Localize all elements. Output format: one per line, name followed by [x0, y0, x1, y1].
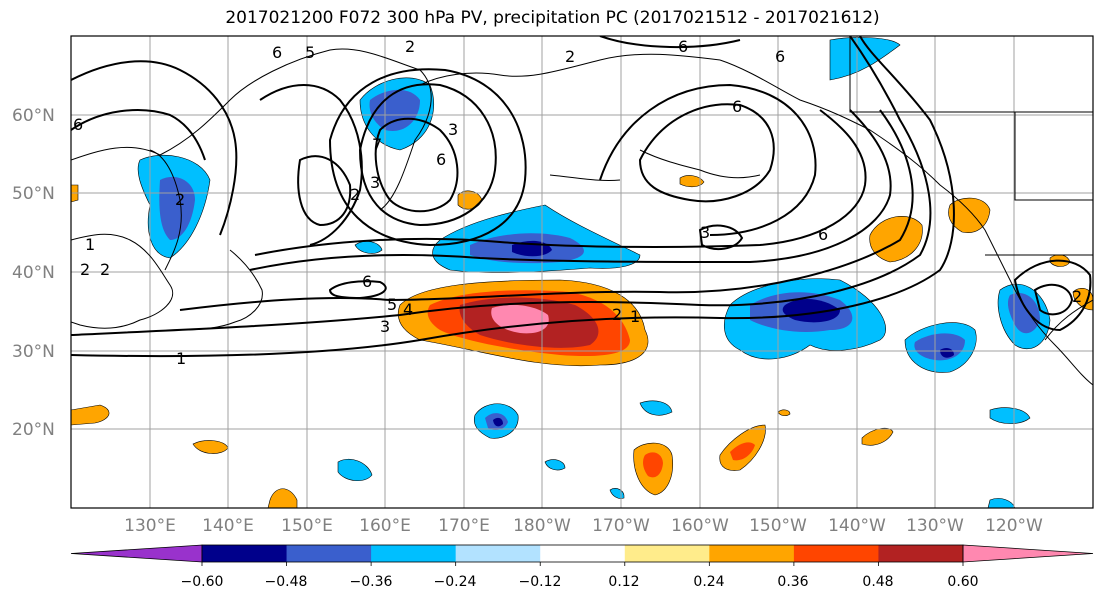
colorbar-tick-label: −0.60 [181, 574, 224, 590]
lon-label: 140°E [202, 516, 254, 536]
coastlines [71, 36, 1093, 386]
contour-label: 2 [350, 185, 360, 204]
colorbar-tick-label: −0.36 [350, 574, 393, 590]
colorbar [70, 544, 1094, 566]
lat-label: 60°N [12, 106, 55, 126]
lon-label: 170°W [592, 516, 650, 536]
contour-label: 5 [387, 295, 397, 314]
colorbar-tick-label: −0.24 [434, 574, 477, 590]
contour-label: 6 [73, 115, 83, 134]
lon-label: 150°E [281, 516, 333, 536]
colorbar-segment [455, 545, 541, 562]
contour-label: 6 [436, 150, 446, 169]
colorbar-extend-high [962, 544, 1094, 563]
colorbar-tick-label: 0.12 [608, 574, 639, 590]
colorbar-segment [709, 545, 795, 562]
contour-label: 2 [175, 190, 185, 209]
contour-label: 4 [403, 300, 413, 319]
colorbar-segment [878, 545, 964, 562]
contour-label: 6 [732, 97, 742, 116]
colorbar-segment [624, 545, 710, 562]
lat-label: 40°N [12, 263, 55, 283]
lat-label: 30°N [12, 342, 55, 362]
contour-label: 2 [80, 260, 90, 279]
contour-label: 3 [448, 120, 458, 139]
contour-label: 3 [370, 173, 380, 192]
colorbar-tick-label: −0.12 [519, 574, 562, 590]
contour-label: 3 [380, 317, 390, 336]
pv-contours [71, 36, 1092, 358]
contour-label: 1 [630, 307, 640, 326]
contour-label: 2 [612, 305, 622, 324]
lon-label: 130°E [124, 516, 176, 536]
lon-label: 150°W [749, 516, 807, 536]
colorbar-tick-label: −0.48 [265, 574, 308, 590]
map-border [70, 35, 1094, 509]
colorbar-tick-label: 0.48 [862, 574, 893, 590]
colorbar-frame [201, 544, 964, 563]
colorbar-tick-label: 0.60 [947, 574, 978, 590]
colorbar-tick-label: 0.36 [777, 574, 808, 590]
contour-label: 2 [1072, 287, 1082, 306]
contour-labels: 6 5 2 6 6 1 1 2 3 6 7 2 3 6 3 6 2 3 4 5 … [73, 37, 1082, 368]
latitude-labels: 60°N 50°N 40°N 30°N 20°N [12, 106, 55, 440]
colorbar-segment [540, 545, 626, 562]
colorbar-extend-low [70, 544, 203, 563]
colorbar-segment [793, 545, 879, 562]
lon-label: 120°W [985, 516, 1043, 536]
colorbar-segment [286, 545, 372, 562]
graticule [71, 36, 1093, 508]
contour-label: 6 [678, 37, 688, 56]
lat-label: 20°N [12, 420, 55, 440]
colorbar-segment [202, 545, 288, 562]
contour-label: 2 [100, 260, 110, 279]
lon-label: 140°W [828, 516, 886, 536]
lon-label: 160°W [671, 516, 729, 536]
lon-label: 180°W [513, 516, 571, 536]
colorbar-segment [371, 545, 457, 562]
contour-label: 2 [565, 47, 575, 66]
longitude-labels: 130°E 140°E 150°E 160°E 170°E 180°W 170°… [124, 516, 1043, 536]
lat-label: 50°N [12, 184, 55, 204]
contour-label: 2 [405, 37, 415, 56]
lon-label: 160°E [359, 516, 411, 536]
contour-label: 6 [272, 43, 282, 62]
contour-label: 3 [700, 223, 710, 242]
contour-label: 7 [372, 135, 382, 154]
lon-label: 170°E [438, 516, 490, 536]
lon-label: 130°W [906, 516, 964, 536]
contour-label: 6 [818, 225, 828, 244]
contour-label: 5 [305, 43, 315, 62]
contour-label: 6 [775, 47, 785, 66]
map-title: 2017021200 F072 300 hPa PV, precipitatio… [225, 8, 880, 28]
contour-label: 6 [362, 272, 372, 291]
colorbar-tick-label: 0.24 [693, 574, 724, 590]
contour-label: 1 [85, 235, 95, 254]
contour-label: 1 [176, 349, 186, 368]
colorbar-ticks: −0.60 −0.48 −0.36 −0.24 −0.12 0.12 0.24 … [181, 574, 979, 590]
